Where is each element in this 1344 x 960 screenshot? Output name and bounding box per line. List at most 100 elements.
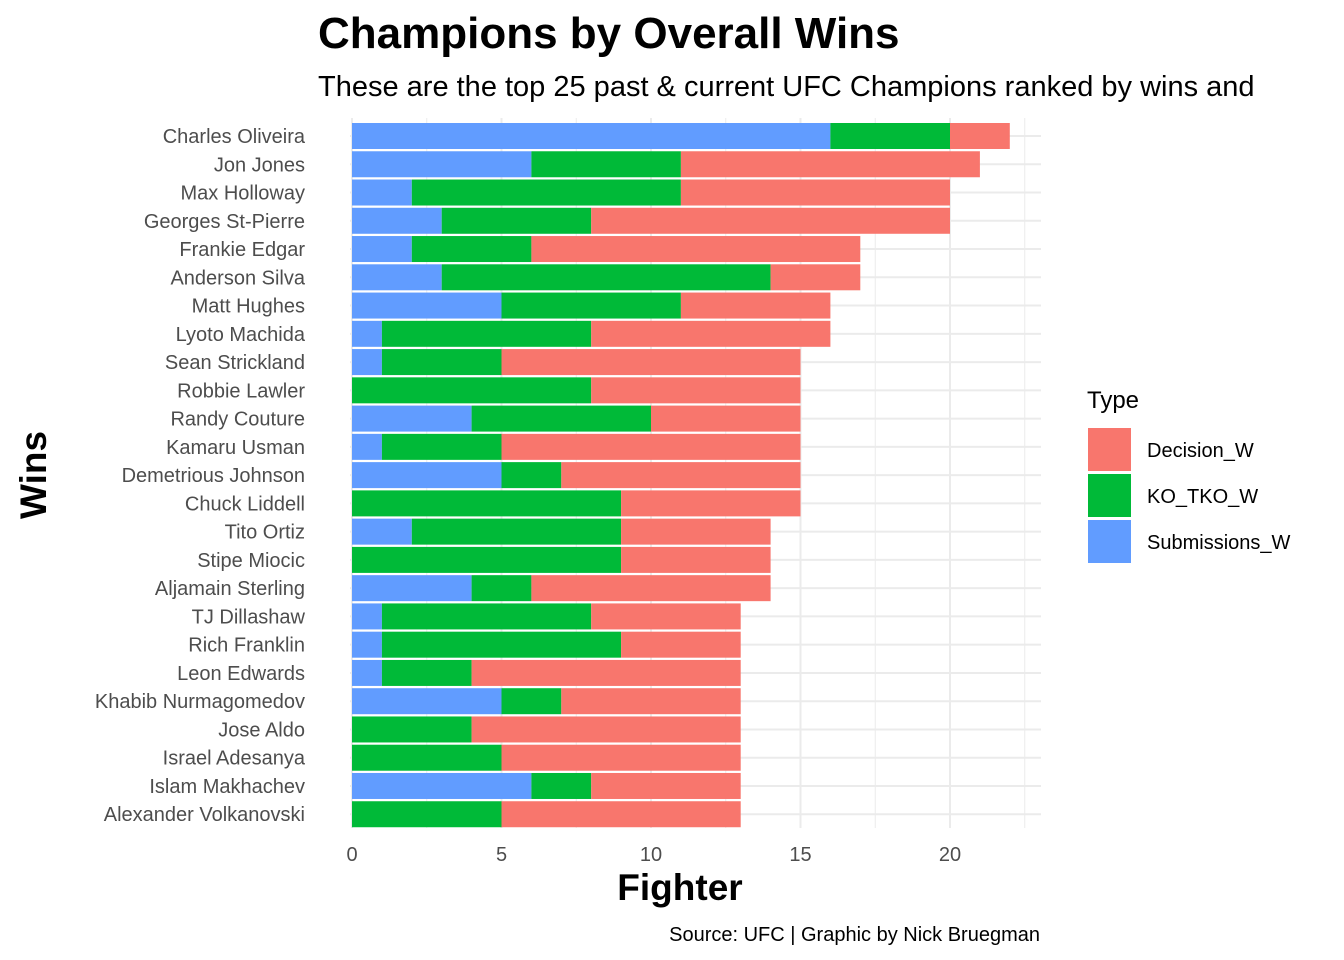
legend-title: Type [1087, 387, 1139, 414]
bar-segment [621, 631, 741, 658]
bar-segment [352, 151, 532, 178]
bar-segment [352, 320, 382, 347]
category-label: Alexander Volkanovski [104, 804, 305, 826]
bar-segment [950, 123, 1010, 149]
bar-segment [441, 264, 771, 291]
category-label: Khabib Nurmagomedov [95, 691, 305, 713]
bar-segment [621, 490, 801, 517]
bar-segment [352, 377, 592, 404]
bar-segment [591, 772, 741, 799]
bar-segment [591, 377, 801, 404]
bar-segment [352, 405, 472, 432]
bar-segment [352, 688, 502, 715]
bar-segment [352, 123, 831, 149]
bar-segment [501, 801, 741, 828]
bar-segment [352, 603, 382, 630]
bar-segment [352, 349, 382, 376]
bar-segment [352, 207, 442, 234]
bar-segment [352, 264, 442, 291]
category-label: Sean Strickland [165, 352, 305, 374]
bar-segment [352, 433, 382, 460]
x-tick-label: 5 [496, 844, 507, 866]
bar-segment [471, 716, 741, 743]
category-label: Charles Oliveira [163, 126, 306, 148]
bar-segment [591, 603, 741, 630]
legend-swatch [1088, 474, 1131, 517]
bar-segment [352, 801, 502, 828]
category-labels: Charles Oliveira Jon Jones Max Holloway Geo… [95, 126, 306, 826]
category-label: Robbie Lawler [177, 380, 305, 402]
category-label: Matt Hughes [192, 296, 305, 318]
category-label: Max Holloway [181, 183, 305, 205]
bar-segment [352, 575, 472, 602]
bars [352, 123, 1010, 828]
bar-segment [352, 659, 382, 686]
bar-segment [621, 518, 771, 545]
bar-segment [680, 179, 950, 206]
bar-segment [352, 179, 412, 206]
legend-label: Submissions_W [1147, 532, 1291, 554]
bar-segment [501, 292, 681, 319]
legend: Type Decision_W KO_TKO_W Submissions_W [1087, 387, 1291, 563]
bar-segment [531, 151, 681, 178]
bar-segment [561, 462, 801, 489]
bar-segment [830, 123, 950, 149]
category-label: Israel Adesanya [163, 748, 306, 770]
bar-segment [411, 236, 532, 263]
bar-segment [501, 688, 562, 715]
bar-segment [381, 320, 592, 347]
legend-swatch [1088, 428, 1131, 471]
category-label: Stipe Miocic [197, 550, 305, 572]
bar-segment [352, 490, 622, 517]
bar-segment [621, 546, 771, 573]
x-tick-label: 0 [346, 844, 357, 866]
x-tick-label: 20 [939, 844, 961, 866]
bar-segment [411, 179, 681, 206]
category-label: Randy Couture [170, 409, 305, 431]
bar-segment [352, 716, 472, 743]
caption: Source: UFC | Graphic by Nick Bruegman [669, 924, 1040, 946]
category-label: Aljamain Sterling [155, 578, 305, 600]
bar-segment [501, 744, 741, 771]
bar-segment [531, 236, 861, 263]
bar-segment [501, 349, 801, 376]
bar-segment [531, 575, 771, 602]
bar-segment [591, 320, 831, 347]
bar-segment [471, 405, 651, 432]
category-label: Jon Jones [214, 154, 305, 176]
bar-segment [381, 433, 502, 460]
bar-segment [381, 349, 502, 376]
bar-segment [501, 433, 801, 460]
category-label: Georges St-Pierre [144, 211, 305, 233]
bar-segment [381, 603, 592, 630]
category-label: Islam Makhachev [149, 776, 305, 798]
category-label: Demetrious Johnson [122, 465, 305, 487]
category-label: Frankie Edgar [179, 239, 305, 261]
category-label: Lyoto Machida [176, 324, 306, 346]
bar-segment [352, 631, 382, 658]
bar-segment [531, 772, 592, 799]
bar-segment [561, 688, 741, 715]
category-label: Anderson Silva [170, 267, 305, 289]
category-label: Rich Franklin [188, 635, 305, 657]
bar-segment [352, 292, 502, 319]
category-label: TJ Dillashaw [192, 606, 306, 628]
bar-segment [651, 405, 801, 432]
bar-segment [352, 462, 502, 489]
bar-segment [591, 207, 950, 234]
x-axis-title: Fighter [617, 867, 742, 908]
category-label: Kamaru Usman [166, 437, 305, 459]
legend-label: KO_TKO_W [1147, 486, 1258, 508]
legend-swatch [1088, 520, 1131, 563]
bar-segment [770, 264, 861, 291]
bar-segment [352, 546, 622, 573]
bar-segment [352, 772, 532, 799]
bar-segment [411, 518, 622, 545]
category-label: Tito Ortiz [225, 522, 305, 544]
x-tick-label: 15 [789, 844, 811, 866]
bar-segment [471, 575, 532, 602]
bar-segment [381, 659, 472, 686]
bar-segment [352, 744, 502, 771]
bar-segment [680, 151, 980, 178]
